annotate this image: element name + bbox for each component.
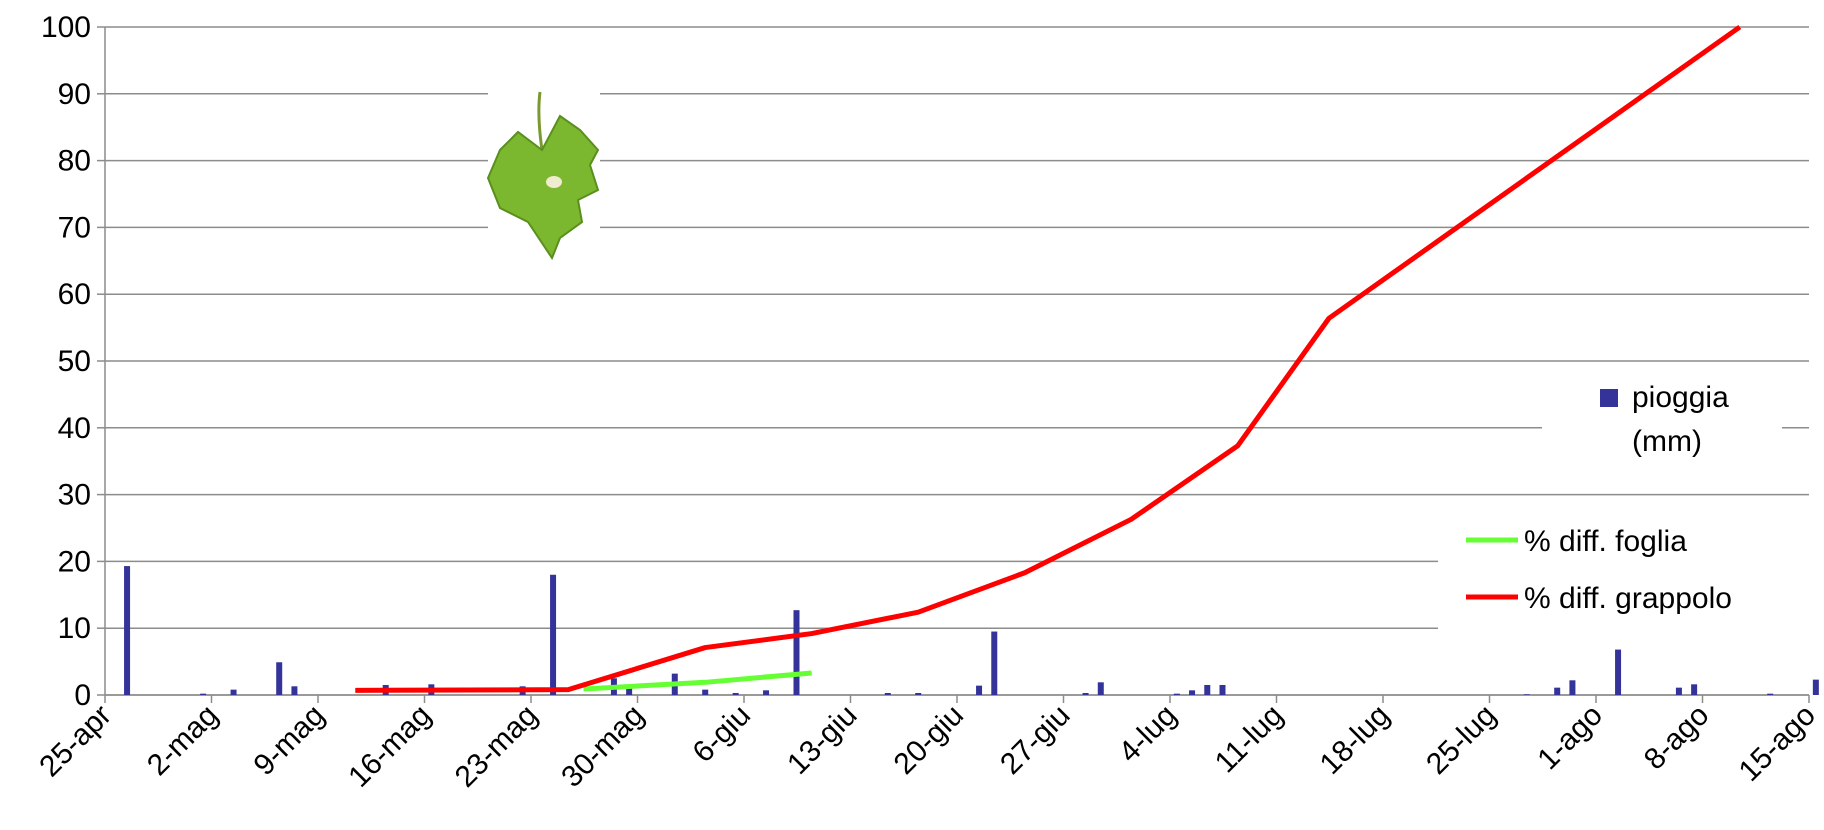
legend-swatch bbox=[1600, 389, 1618, 407]
y-tick-label: 30 bbox=[58, 479, 91, 512]
bar bbox=[1097, 682, 1104, 695]
x-tick-label: 30-mag bbox=[555, 699, 650, 794]
y-tick-label: 60 bbox=[58, 278, 91, 311]
bar bbox=[1204, 684, 1211, 695]
bar bbox=[626, 686, 633, 695]
bar bbox=[200, 693, 207, 695]
bar bbox=[550, 574, 557, 695]
legend-label: % diff. foglia bbox=[1524, 525, 1687, 558]
y-tick-label: 10 bbox=[58, 612, 91, 645]
legend-backdrop bbox=[1438, 512, 1824, 630]
x-tick-label: 8-ago bbox=[1638, 699, 1716, 777]
legend-label: % diff. grappolo bbox=[1524, 582, 1732, 615]
x-tick-label: 1-ago bbox=[1531, 699, 1609, 777]
bar bbox=[976, 685, 983, 695]
bar bbox=[1812, 679, 1819, 695]
y-tick-label: 90 bbox=[58, 78, 91, 111]
bar bbox=[991, 631, 998, 695]
leaf-image bbox=[486, 91, 600, 261]
x-tick-label: 23-mag bbox=[449, 699, 544, 794]
x-tick-label: 4-lug bbox=[1112, 699, 1183, 770]
bar bbox=[1219, 684, 1226, 695]
y-tick-label: 80 bbox=[58, 145, 91, 178]
y-tick-label: 0 bbox=[74, 679, 91, 712]
x-tick-label: 6-giu bbox=[686, 699, 757, 770]
bar bbox=[1767, 693, 1774, 695]
bar bbox=[884, 692, 891, 695]
bar bbox=[124, 566, 131, 695]
bar bbox=[793, 610, 800, 695]
leaf-spot bbox=[546, 176, 562, 188]
legend-item: pioggia (mm) bbox=[1596, 376, 1782, 464]
bar bbox=[1691, 684, 1698, 695]
y-tick-label: 100 bbox=[41, 11, 91, 44]
x-tick-label: 9-mag bbox=[247, 699, 330, 782]
bar bbox=[1675, 687, 1682, 695]
x-tick-label: 27-giu bbox=[994, 699, 1076, 781]
leaf bbox=[486, 114, 600, 261]
x-tick-label: 25-lug bbox=[1420, 699, 1502, 781]
x-tick-label: 11-lug bbox=[1209, 699, 1290, 780]
y-tick-label: 50 bbox=[58, 345, 91, 378]
bar bbox=[276, 662, 283, 695]
bar bbox=[1569, 680, 1576, 695]
bar bbox=[702, 689, 709, 695]
bar bbox=[1082, 692, 1089, 695]
y-tick-label: 20 bbox=[58, 545, 91, 578]
x-tick-label: 13-giu bbox=[781, 699, 863, 781]
y-tick-label: 70 bbox=[58, 211, 91, 244]
x-tick-label: 16-mag bbox=[342, 699, 437, 794]
line bbox=[355, 24, 1742, 693]
bar bbox=[230, 689, 237, 695]
bar bbox=[763, 690, 770, 695]
line bbox=[583, 670, 812, 692]
leaf-stem bbox=[537, 91, 544, 151]
bar bbox=[1173, 693, 1180, 695]
bar bbox=[1189, 690, 1196, 695]
bar bbox=[1615, 649, 1622, 695]
legend-label: pioggia (mm) bbox=[1632, 381, 1729, 458]
bar bbox=[1523, 694, 1530, 695]
x-tick-label: 15-ago bbox=[1733, 699, 1822, 788]
bar bbox=[1554, 687, 1561, 695]
x-tick-label: 20-giu bbox=[888, 699, 970, 781]
x-tick-label: 18-lug bbox=[1314, 699, 1396, 781]
bar bbox=[291, 686, 298, 695]
bar bbox=[915, 692, 922, 695]
bar bbox=[732, 692, 739, 695]
y-tick-label: 40 bbox=[58, 412, 91, 445]
x-tick-label: 2-mag bbox=[141, 699, 224, 782]
